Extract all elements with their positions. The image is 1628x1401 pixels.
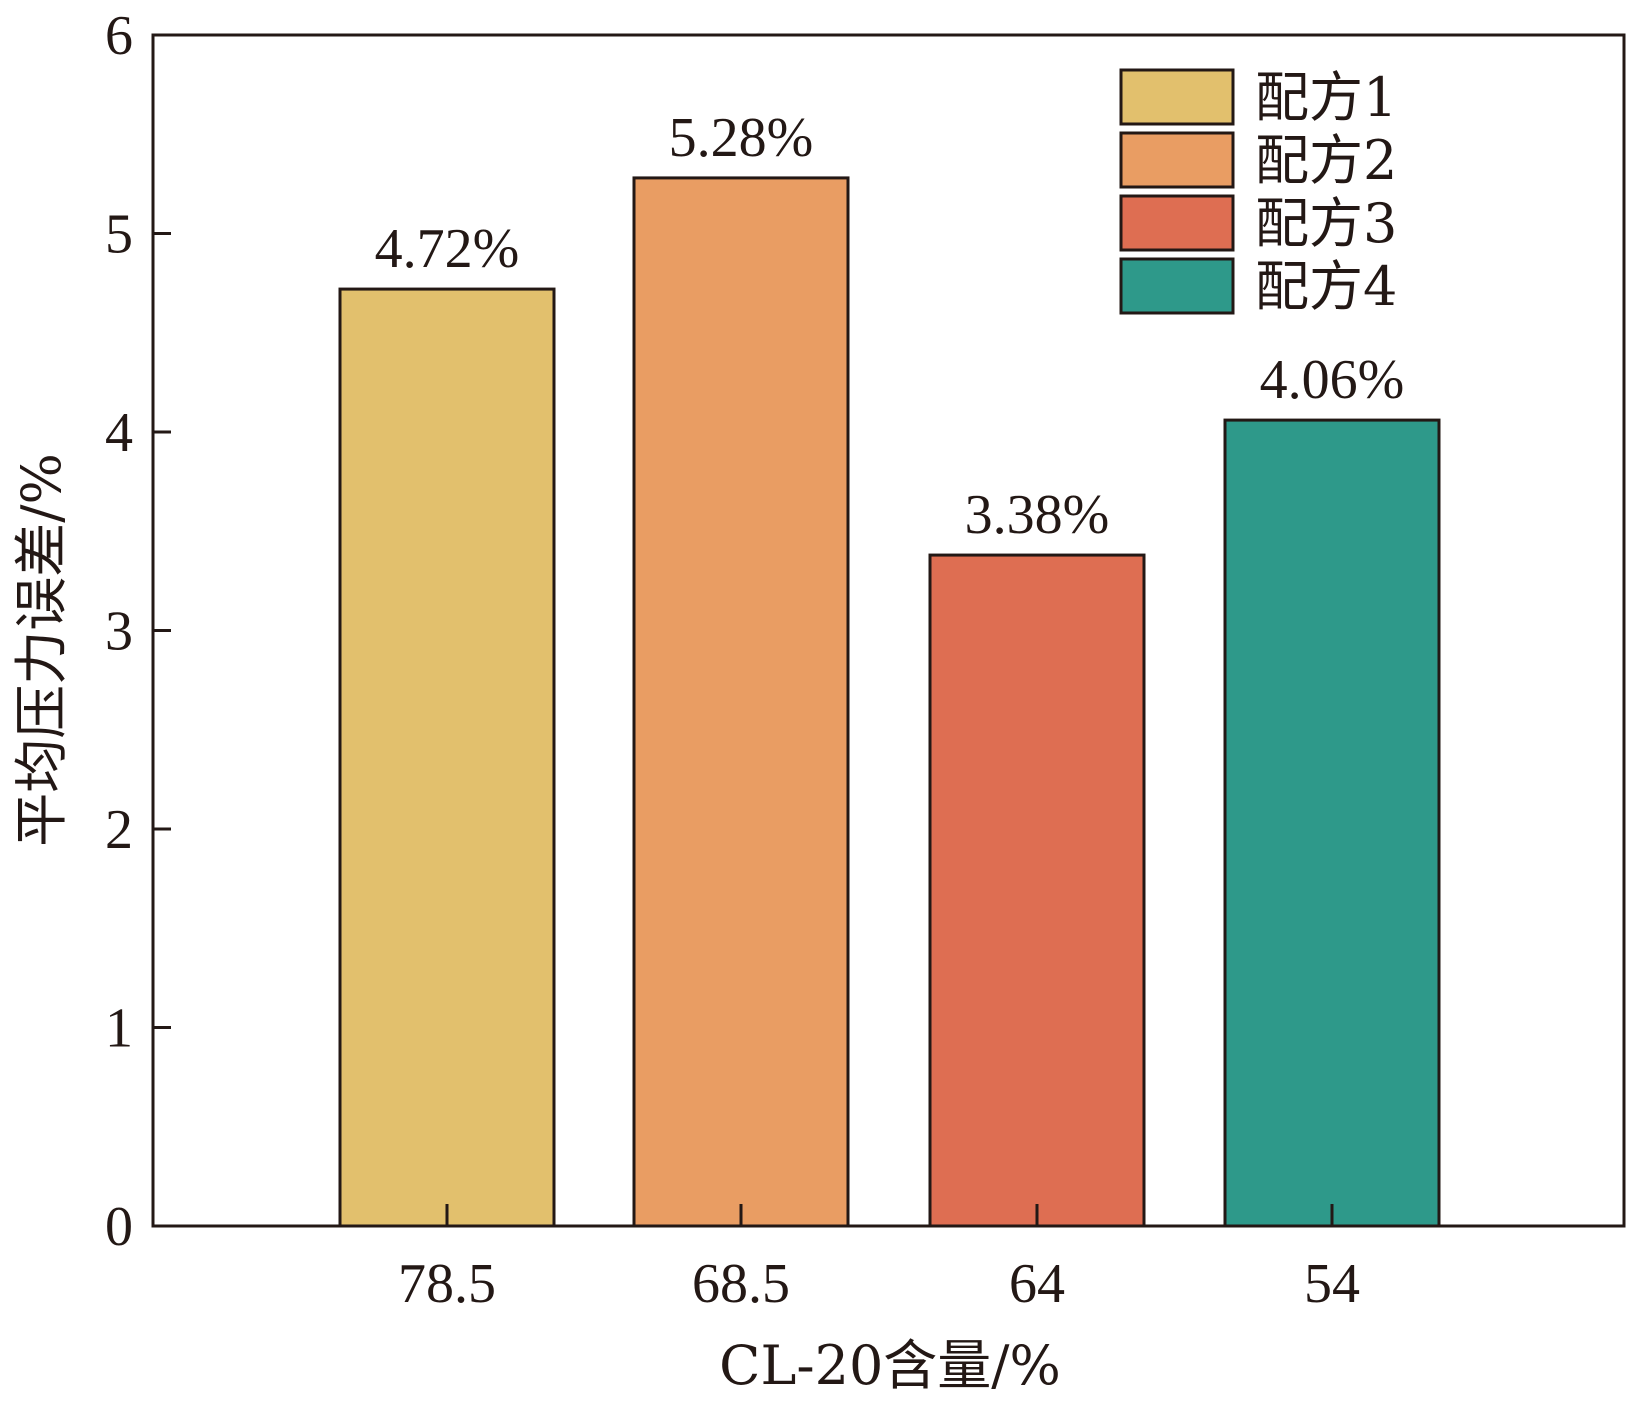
x-axis-title: CL-20含量/%: [719, 1334, 1061, 1397]
x-axis-ticks: 78.5 68.5 64 54: [398, 1204, 1360, 1315]
bars-group: [338, 176, 1441, 1228]
bar-value-label: 5.28%: [669, 107, 814, 169]
x-tick-label: 54: [1304, 1253, 1360, 1315]
y-tick-label: 5: [105, 204, 133, 266]
legend-label: 配方3: [1255, 192, 1397, 255]
bar-4: [1223, 418, 1441, 1228]
legend-swatch-2: [1119, 131, 1235, 189]
legend-label: 配方1: [1255, 66, 1397, 129]
bar-value-label: 4.72%: [375, 218, 520, 280]
y-tick-label: 2: [105, 799, 133, 861]
y-tick-label: 6: [105, 5, 133, 67]
legend-label: 配方4: [1255, 255, 1397, 318]
y-axis-ticks: 0 1 2 3 4 5 6: [105, 5, 171, 1258]
y-tick-label: 3: [105, 601, 133, 663]
bar-value-label: 3.38%: [965, 484, 1110, 546]
x-tick-label: 64: [1009, 1253, 1065, 1315]
bar-3: [928, 553, 1146, 1228]
x-tick-label: 78.5: [398, 1253, 496, 1315]
y-tick-label: 0: [105, 1196, 133, 1258]
y-tick-label: 4: [105, 402, 133, 464]
legend-label: 配方2: [1255, 129, 1397, 192]
legend-swatch-3: [1119, 194, 1235, 252]
y-axis-title: 平均压力误差/%: [10, 453, 73, 847]
x-tick-label: 68.5: [692, 1253, 790, 1315]
data-labels-group: 4.72% 5.28% 3.38% 4.06%: [375, 107, 1405, 546]
legend-swatch-4: [1119, 257, 1235, 315]
bar-2: [632, 176, 850, 1228]
legend-swatch-1: [1119, 68, 1235, 126]
y-tick-label: 1: [105, 998, 133, 1060]
bar-1: [338, 287, 556, 1228]
bar-value-label: 4.06%: [1260, 349, 1405, 411]
